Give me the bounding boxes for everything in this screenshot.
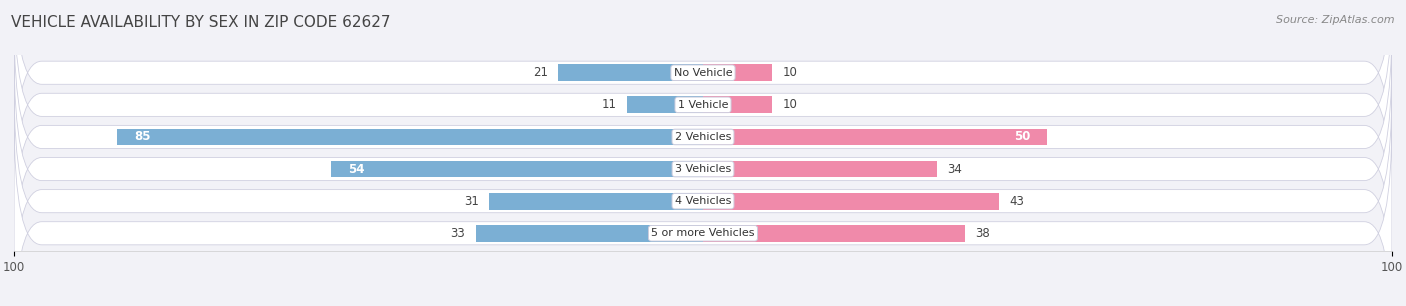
Bar	[475, 225, 703, 242]
FancyBboxPatch shape	[14, 0, 1392, 190]
Text: 34: 34	[948, 162, 963, 176]
Text: VEHICLE AVAILABILITY BY SEX IN ZIP CODE 62627: VEHICLE AVAILABILITY BY SEX IN ZIP CODE …	[11, 15, 391, 30]
Text: 5 or more Vehicles: 5 or more Vehicles	[651, 228, 755, 238]
Text: 3 Vehicles: 3 Vehicles	[675, 164, 731, 174]
Text: 38: 38	[976, 227, 990, 240]
Text: 1 Vehicle: 1 Vehicle	[678, 100, 728, 110]
Text: 31: 31	[464, 195, 479, 208]
Bar	[703, 161, 938, 177]
Legend: Male, Female: Male, Female	[630, 304, 776, 306]
Bar	[703, 193, 1000, 210]
Text: 2 Vehicles: 2 Vehicles	[675, 132, 731, 142]
FancyBboxPatch shape	[14, 116, 1392, 306]
FancyBboxPatch shape	[14, 0, 1392, 222]
Text: No Vehicle: No Vehicle	[673, 68, 733, 78]
Text: 4 Vehicles: 4 Vehicles	[675, 196, 731, 206]
Text: 54: 54	[349, 162, 364, 176]
Bar	[703, 129, 1047, 145]
Bar	[489, 193, 703, 210]
Text: 10: 10	[782, 98, 797, 111]
Bar	[703, 225, 965, 242]
Bar	[558, 64, 703, 81]
FancyBboxPatch shape	[14, 52, 1392, 286]
Bar	[703, 64, 772, 81]
Text: 50: 50	[1014, 130, 1031, 144]
Bar	[330, 161, 703, 177]
Text: 11: 11	[602, 98, 617, 111]
Text: 21: 21	[533, 66, 548, 79]
Text: 43: 43	[1010, 195, 1025, 208]
Text: 85: 85	[135, 130, 150, 144]
Bar	[627, 96, 703, 113]
Text: Source: ZipAtlas.com: Source: ZipAtlas.com	[1277, 15, 1395, 25]
Text: 10: 10	[782, 66, 797, 79]
Bar	[117, 129, 703, 145]
Text: 33: 33	[450, 227, 465, 240]
FancyBboxPatch shape	[14, 84, 1392, 306]
Bar	[703, 96, 772, 113]
FancyBboxPatch shape	[14, 20, 1392, 254]
